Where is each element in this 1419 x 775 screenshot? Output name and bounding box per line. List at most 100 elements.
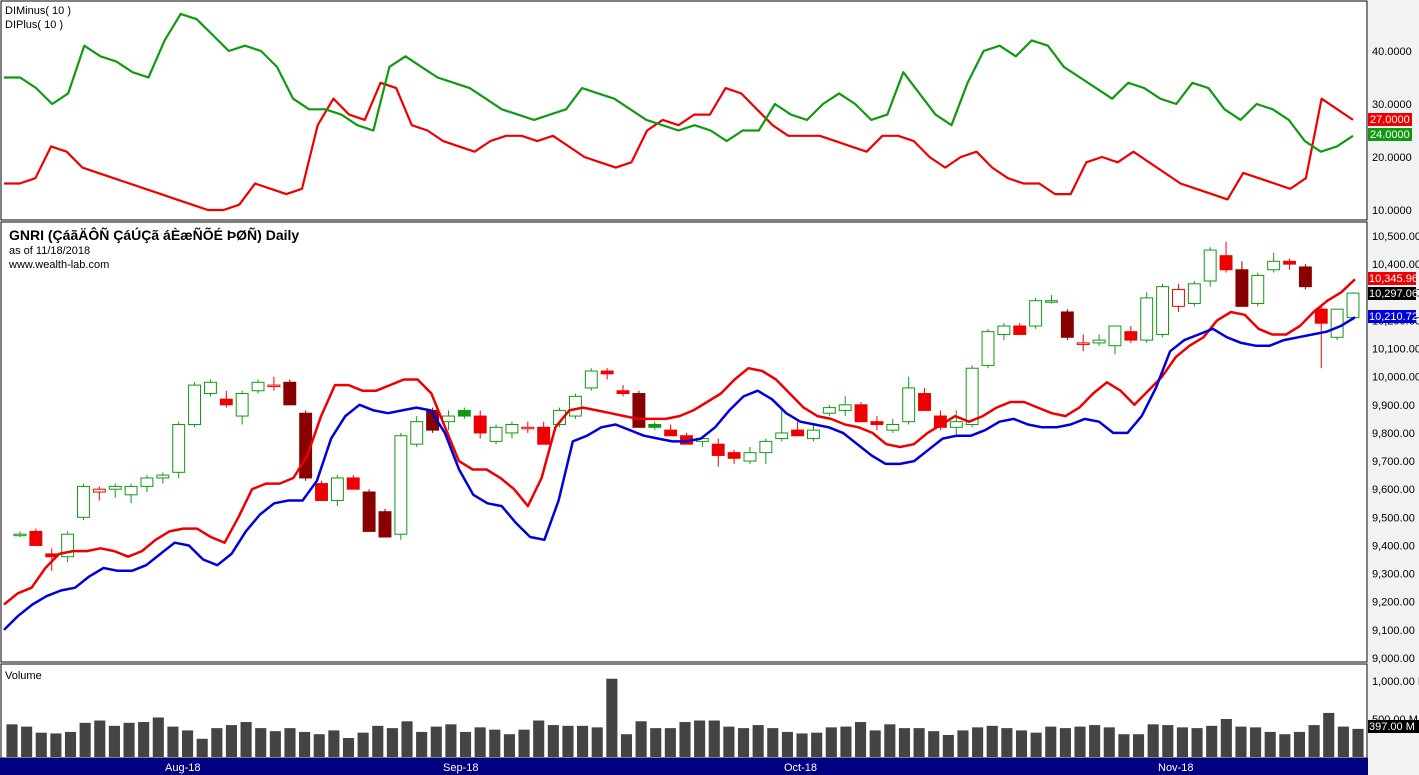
- close-tag-box: [1368, 287, 1416, 300]
- volume-bar: [1308, 725, 1320, 757]
- price-axis-tick-label: 10,500.00: [1372, 231, 1419, 243]
- volume-bar: [533, 720, 545, 757]
- diplus-tag: 24.0000: [1370, 129, 1410, 141]
- candle-body: [77, 485, 90, 518]
- volume-bar: [386, 728, 398, 757]
- candle-body: [648, 423, 662, 428]
- candle-body: [1029, 300, 1043, 327]
- volume-bar: [372, 725, 384, 757]
- as-of-date: as of 11/18/2018: [9, 245, 90, 257]
- candle-body: [29, 530, 43, 546]
- di-panel-frame: [0, 0, 1368, 221]
- candle-body: [442, 415, 455, 423]
- volume-bar: [313, 734, 325, 757]
- volume-bar: [1162, 725, 1174, 757]
- date-label-sep: Sep-18: [443, 762, 478, 774]
- volume-bar: [94, 720, 106, 757]
- volume-bar: [1030, 732, 1042, 757]
- candle-body: [965, 367, 979, 425]
- price-candles: [13, 241, 1360, 571]
- envelope-bands: [3, 278, 1356, 631]
- di-axis-tick-label: 30.0000: [1372, 99, 1412, 111]
- candle-body: [378, 511, 392, 538]
- volume-axis-tick-label: 1,000.00 M: [1372, 676, 1419, 688]
- candle-body: [1013, 325, 1027, 335]
- volume-bar: [64, 731, 77, 757]
- candle-body: [362, 491, 376, 532]
- volume-bar: [255, 728, 267, 757]
- volume-bar: [1103, 727, 1115, 757]
- candle-body: [1187, 283, 1201, 305]
- candle-body: [521, 426, 535, 430]
- candle-body: [1203, 249, 1217, 282]
- candle-body: [886, 423, 900, 431]
- volume-bar: [138, 722, 150, 757]
- candle-body: [568, 395, 582, 417]
- candle-body: [219, 398, 233, 406]
- blue-band-tag: 10,210.72: [1369, 311, 1418, 323]
- candle-body: [315, 483, 328, 501]
- candle-body: [1108, 325, 1122, 347]
- volume-bar: [225, 725, 238, 757]
- diminus-tag: 27.0000: [1370, 114, 1410, 126]
- volume-bar: [1250, 727, 1262, 757]
- volume-bar: [240, 722, 252, 757]
- volume-bar: [474, 727, 486, 757]
- candle-body: [759, 440, 773, 454]
- volume-bar: [342, 738, 355, 757]
- candle-body: [1140, 297, 1154, 341]
- volume-bar: [1001, 728, 1013, 757]
- volume-bar: [796, 733, 808, 757]
- price-axis-tick-label: 10,400.00: [1372, 259, 1419, 271]
- close-tag: 10,297.06: [1369, 288, 1418, 300]
- red-band-tag: 10,345.96: [1369, 273, 1418, 285]
- volume-bars: [6, 678, 1364, 757]
- volume-bar: [679, 722, 691, 757]
- volume-bar: [1191, 728, 1203, 757]
- blue-band-tag-box: [1368, 310, 1416, 323]
- volume-bar: [957, 730, 969, 757]
- volume-bar: [1220, 719, 1232, 757]
- candle-body: [949, 421, 963, 428]
- candle-body: [775, 432, 789, 440]
- candle-body: [330, 477, 344, 501]
- diminus-tag-box: [1368, 113, 1412, 126]
- volume-bar: [942, 734, 954, 757]
- volume-bar: [182, 730, 194, 757]
- candle-body: [537, 426, 551, 445]
- price-axis-tick-label: 9,300.00: [1372, 569, 1415, 581]
- volume-bar: [986, 725, 998, 757]
- candle-body: [553, 409, 566, 425]
- candle-body: [981, 331, 995, 366]
- candle-body: [616, 390, 630, 395]
- candle-body: [108, 485, 122, 490]
- volume-bar: [591, 727, 603, 757]
- candle-body: [1060, 311, 1074, 338]
- date-label-aug: Aug-18: [165, 762, 200, 774]
- candle-body: [489, 426, 503, 442]
- volume-bar: [1059, 728, 1071, 757]
- candle-body: [426, 409, 440, 431]
- volume-bar: [884, 724, 896, 757]
- candle-body: [1267, 260, 1281, 271]
- volume-bar: [35, 732, 47, 757]
- volume-bar: [167, 726, 179, 757]
- candle-body: [1219, 255, 1233, 271]
- diplus-legend: DIPlus( 10 ): [5, 19, 63, 31]
- candle-body: [600, 370, 614, 375]
- candle-body: [410, 421, 424, 445]
- volume-bar: [1045, 726, 1057, 757]
- candle-body: [1283, 260, 1296, 265]
- candle-body: [711, 443, 725, 456]
- volume-bar: [855, 722, 867, 757]
- volume-bar: [562, 725, 574, 757]
- volume-bar: [928, 731, 940, 757]
- chart-title: GNRI (ÇáãÄÔÑ ÇáÚÇã áÈæÑÕÉ ÞØÑ) Daily: [9, 226, 299, 243]
- candle-body: [807, 429, 820, 440]
- candle-body: [584, 370, 598, 389]
- volume-bar: [913, 728, 925, 757]
- volume-bar: [708, 720, 720, 757]
- candle-body: [1045, 300, 1058, 303]
- volume-bar: [152, 717, 164, 757]
- candle-body: [822, 407, 836, 414]
